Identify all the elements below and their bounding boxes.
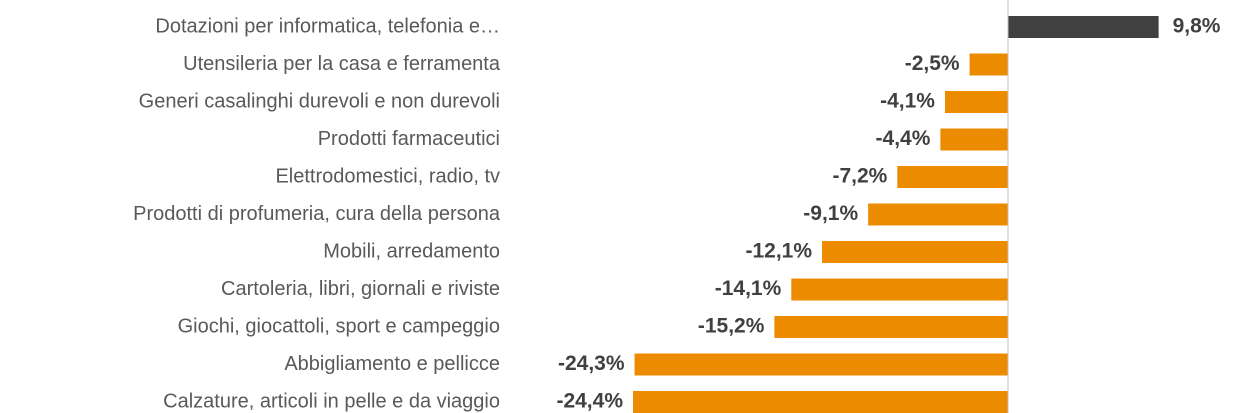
value-label: -2,5% [905,52,960,75]
value-label: -4,4% [876,127,931,150]
value-label: -4,1% [880,90,935,113]
category-label: Prodotti di profumeria, cura della perso… [133,203,501,225]
bar [868,203,1008,226]
bar [634,353,1008,376]
value-label: -15,2% [698,315,765,338]
category-label: Cartoleria, libri, giornali e riviste [221,278,500,300]
value-label: -12,1% [745,240,812,263]
bar [822,241,1008,263]
value-label: -14,1% [715,277,782,300]
category-label: Mobili, arredamento [323,240,500,262]
bar [633,391,1008,413]
value-label: -7,2% [832,165,887,188]
bar [1008,16,1159,38]
category-label: Elettrodomestici, radio, tv [275,165,500,187]
category-label: Calzature, articoli in pelle e da viaggi… [163,390,500,412]
value-label: -24,3% [558,352,625,375]
bar [897,166,1008,188]
value-label: -9,1% [803,202,858,225]
category-label: Dotazioni per informatica, telefonia e… [155,15,500,37]
bar [969,53,1008,76]
value-label: -24,4% [556,390,623,413]
category-label: Prodotti farmaceutici [318,128,500,150]
bar [774,316,1008,338]
category-label: Utensileria per la casa e ferramenta [183,53,501,75]
category-label: Generi casalinghi durevoli e non durevol… [139,90,500,112]
value-label: 9,8% [1173,15,1221,38]
category-label: Abbigliamento e pellicce [284,353,500,375]
bar [791,278,1008,301]
bar [944,91,1008,113]
category-label: Giochi, giocattoli, sport e campeggio [178,315,500,337]
bar [940,128,1008,151]
